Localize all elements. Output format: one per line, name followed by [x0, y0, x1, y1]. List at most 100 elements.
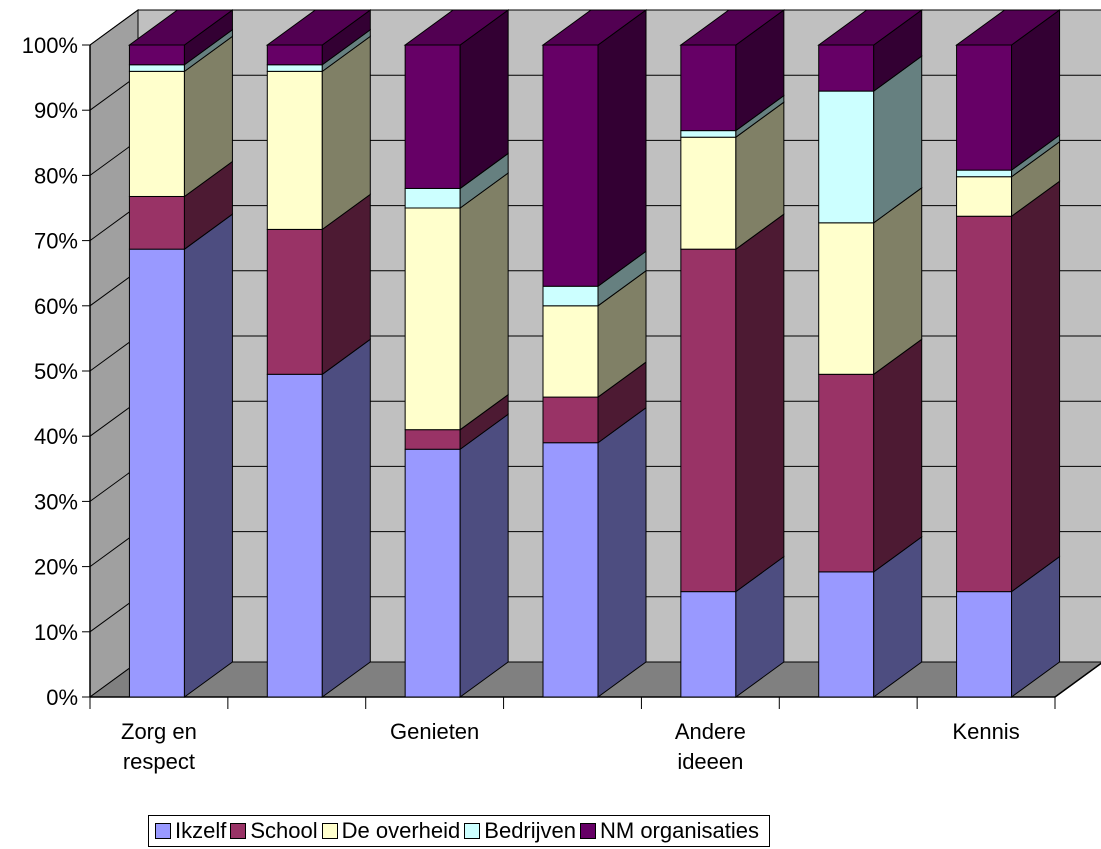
- legend-item: Ikzelf: [155, 818, 226, 844]
- x-category-label: Genieten: [390, 719, 479, 744]
- bar-front: [128, 44, 185, 66]
- y-tick-label: 20%: [34, 555, 78, 580]
- bar-segment: [817, 9, 924, 93]
- bar-segment: [404, 393, 509, 451]
- legend-swatch: [580, 823, 596, 839]
- bar-side: [321, 338, 371, 698]
- legend-swatch: [230, 823, 247, 839]
- bar-segment: [266, 338, 371, 698]
- bar-front: [542, 285, 599, 307]
- bar-segment: [955, 9, 1062, 172]
- y-tick-label: 30%: [34, 489, 78, 514]
- bar-segment: [680, 213, 785, 593]
- legend-label: NM organisaties: [600, 818, 759, 843]
- bar-front: [266, 70, 323, 230]
- bar-side: [597, 9, 647, 288]
- bar-stack: [955, 9, 1062, 698]
- bar-front: [266, 373, 323, 698]
- bar-front: [404, 448, 461, 698]
- bar-segment: [680, 555, 785, 698]
- bar-segment: [542, 361, 647, 444]
- legend-label: Ikzelf: [175, 818, 227, 843]
- bar-front: [542, 44, 599, 287]
- bar-front: [818, 44, 875, 92]
- y-tick-label: 80%: [34, 163, 78, 188]
- legend-label: De overheid: [341, 818, 461, 843]
- bar-side: [597, 406, 647, 698]
- bar-side: [459, 413, 509, 698]
- bar-top: [541, 9, 648, 46]
- bar-side: [183, 213, 233, 698]
- bar-segment: [404, 172, 509, 431]
- bar-segment: [127, 9, 234, 66]
- x-category-label: Andere ideeen: [675, 719, 746, 774]
- bar-segment: [818, 338, 923, 573]
- bar-front: [818, 373, 875, 573]
- bar-segment: [403, 9, 510, 190]
- bar-segment: [956, 180, 1061, 593]
- y-tick-label: 50%: [34, 359, 78, 384]
- bar-front: [542, 442, 599, 698]
- bar-stack: [265, 9, 372, 698]
- bar-front: [818, 571, 875, 698]
- legend-label: Bedrijven: [484, 818, 576, 843]
- y-tick-label: 40%: [34, 424, 78, 449]
- bar-front: [818, 222, 875, 375]
- bar-segment: [266, 193, 371, 376]
- bar-stack: [127, 9, 234, 698]
- bar-front: [266, 64, 323, 72]
- bar-front: [128, 248, 185, 698]
- legend-label: School: [250, 818, 318, 843]
- legend: Ikzelf School De overheid Bedrijven NM organ…: [148, 815, 770, 847]
- bar-segment: [128, 35, 233, 198]
- legend-item: De overheid: [321, 818, 461, 844]
- legend-item: Bedrijven: [464, 818, 576, 844]
- bar-top: [679, 9, 786, 46]
- bar-front: [542, 305, 599, 398]
- bar-stack: [679, 9, 786, 698]
- bar-front: [128, 195, 185, 250]
- y-tick-label: 100%: [22, 33, 78, 58]
- bar-top: [265, 9, 372, 46]
- x-category-label: Zorg en respect: [121, 719, 197, 774]
- bar-stack: [817, 9, 924, 698]
- bar-front: [680, 44, 737, 132]
- bar-segment: [265, 9, 372, 66]
- bar-front: [956, 591, 1013, 698]
- x-axis: Zorg en respect Genieten Andere ideeen Kennis: [89, 662, 1101, 774]
- bar-segment: [956, 555, 1061, 698]
- bar-front: [128, 64, 185, 72]
- bar-side: [1011, 180, 1061, 593]
- bar-segment: [818, 535, 923, 698]
- bar-segment: [818, 55, 923, 224]
- y-tick-label: 70%: [34, 229, 78, 254]
- bar-segment: [542, 406, 647, 698]
- bar-segment: [128, 160, 233, 251]
- bar-front: [404, 207, 461, 431]
- y-tick-label: 10%: [34, 620, 78, 645]
- bar-front: [818, 90, 875, 224]
- bar-segment: [541, 9, 648, 288]
- bar-front: [956, 215, 1013, 593]
- bar-top: [403, 9, 510, 46]
- bar-stack: [541, 9, 648, 698]
- bar-segment: [128, 213, 233, 698]
- bar-segment: [542, 269, 647, 399]
- bar-top: [817, 9, 924, 46]
- bars: [127, 9, 1062, 698]
- legend-swatch: [321, 823, 338, 839]
- floor-edge: [1054, 662, 1101, 698]
- legend-item: NM organisaties: [580, 818, 759, 844]
- bar-side: [873, 338, 923, 573]
- bar-front: [956, 169, 1013, 178]
- bar-front: [956, 176, 1013, 217]
- y-tick-label: 0%: [46, 685, 78, 710]
- bar-top: [955, 9, 1062, 46]
- bar-front: [542, 396, 599, 444]
- bar-front: [128, 70, 185, 197]
- bar-front: [404, 429, 461, 450]
- bar-side: [735, 213, 785, 593]
- bar-segment: [818, 186, 923, 376]
- bar-stack: [403, 9, 510, 698]
